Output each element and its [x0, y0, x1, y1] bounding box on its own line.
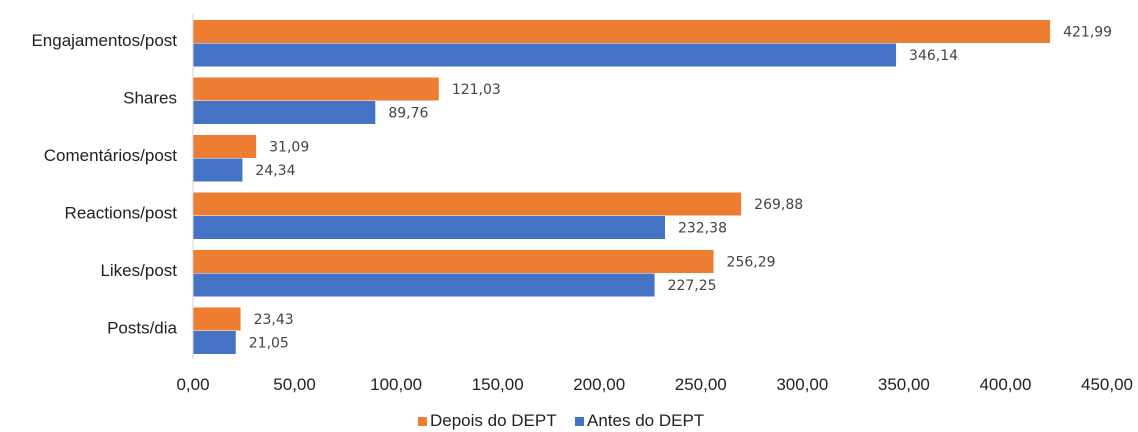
data-label: 31,09	[269, 140, 309, 156]
bar-antes	[193, 158, 243, 182]
legend-label: Depois do DEPT	[430, 411, 557, 430]
x-tick-label: 400,00	[979, 375, 1031, 394]
data-labels: 421,99 346,14 121,03 89,76 31,09 24,34 269,88 2…	[249, 25, 1112, 352]
data-label: 23,43	[254, 312, 294, 328]
category-label: Likes/post	[100, 261, 177, 280]
data-label: 24,34	[255, 163, 295, 179]
bar-depois	[193, 307, 241, 331]
category-label: Comentários/post	[44, 146, 178, 165]
data-label: 121,03	[452, 82, 501, 98]
data-label: 421,99	[1063, 25, 1112, 41]
x-axis-ticks: 0,00 50,00 100,00 150,00 200,00 250,00 300,00 3…	[176, 375, 1133, 394]
x-tick-label: 200,00	[573, 375, 625, 394]
bar-antes	[193, 273, 655, 297]
x-tick-label: 50,00	[273, 375, 316, 394]
x-tick-label: 450,00	[1081, 375, 1133, 394]
x-tick-label: 100,00	[370, 375, 422, 394]
bar-antes	[193, 101, 376, 124]
legend-swatch-antes	[575, 417, 584, 426]
x-tick-label: 300,00	[776, 375, 828, 394]
legend: Depois do DEPT Antes do DEPT	[418, 411, 704, 430]
data-label: 269,88	[754, 197, 803, 213]
bar-depois	[193, 20, 1051, 43]
data-label: 89,76	[388, 106, 428, 122]
bar-depois	[193, 77, 439, 101]
bar-antes	[193, 331, 236, 354]
category-label: Posts/dia	[107, 319, 177, 338]
category-labels: Engajamentos/post Shares Comentários/post R…	[31, 31, 177, 338]
bar-depois	[193, 250, 714, 273]
x-tick-label: 150,00	[472, 375, 524, 394]
bar-depois	[193, 135, 257, 158]
bar-antes	[193, 216, 665, 239]
data-label: 21,05	[249, 336, 289, 352]
category-label: Reactions/post	[65, 204, 178, 223]
category-label: Shares	[123, 89, 177, 108]
legend-swatch-depois	[418, 417, 427, 426]
x-tick-label: 350,00	[878, 375, 930, 394]
category-label: Engajamentos/post	[31, 31, 177, 50]
bars-group	[193, 20, 1051, 354]
legend-label: Antes do DEPT	[587, 411, 704, 430]
bar-antes	[193, 43, 897, 67]
data-label: 346,14	[909, 48, 958, 64]
data-label: 227,25	[668, 278, 717, 294]
bar-depois	[193, 192, 742, 216]
data-label: 232,38	[678, 221, 727, 237]
data-label: 256,29	[727, 255, 776, 271]
x-tick-label: 0,00	[176, 375, 209, 394]
x-tick-label: 250,00	[675, 375, 727, 394]
